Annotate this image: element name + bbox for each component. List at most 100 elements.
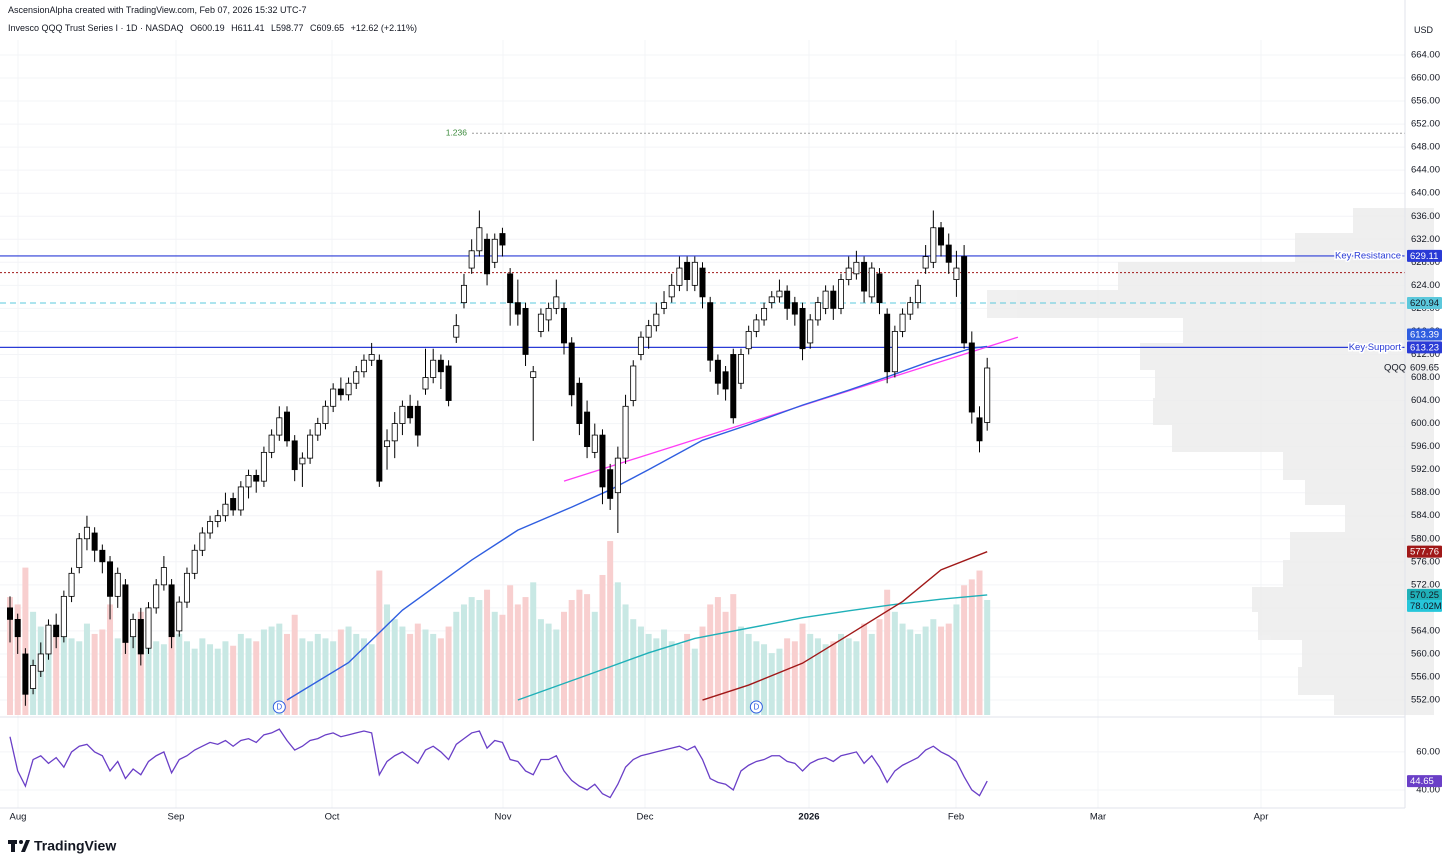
ma-axis-label: 570.25 xyxy=(1410,590,1439,601)
volume xyxy=(7,541,991,715)
volume-bar xyxy=(14,604,21,715)
volume-bar xyxy=(645,633,652,715)
level-axis-label-bg xyxy=(1407,296,1442,309)
volume-bar xyxy=(130,626,137,715)
volume-bar xyxy=(176,633,183,715)
candle-body xyxy=(976,417,983,442)
candle-body xyxy=(745,331,752,350)
rsi-tick-label: 60.00 xyxy=(1416,746,1440,757)
ma-axis-label: 577.76 xyxy=(1410,547,1439,558)
volume-bar xyxy=(676,644,683,715)
candle-body xyxy=(861,261,868,292)
volume-bar xyxy=(284,633,291,715)
ma-axis-label-bg xyxy=(1407,545,1442,558)
candle-body xyxy=(399,405,406,424)
volume-bar xyxy=(791,641,798,715)
candle-body xyxy=(637,336,644,355)
volume-bar xyxy=(707,604,714,715)
x-tick-label: Mar xyxy=(1090,812,1106,823)
candle-body xyxy=(291,440,298,471)
y-tick-label: 644.00 xyxy=(1411,165,1440,176)
candle-body xyxy=(314,423,321,436)
volume-bar xyxy=(268,626,275,715)
candle-body xyxy=(437,359,444,373)
candle-body xyxy=(414,405,421,436)
candle-body xyxy=(737,354,744,384)
moving-average xyxy=(286,345,988,701)
volume-bar xyxy=(60,626,67,715)
y-tick-label: 640.00 xyxy=(1411,188,1440,199)
candle-body xyxy=(53,624,60,638)
volume-axis-label: 78.02M xyxy=(1410,601,1442,612)
volume-bar xyxy=(337,629,344,715)
x-tick-label: 2026 xyxy=(798,812,819,823)
candle-body xyxy=(60,595,67,638)
candle-body xyxy=(830,290,837,309)
candle-body xyxy=(68,572,75,597)
y-tick-label: 632.00 xyxy=(1411,234,1440,245)
volume-bar xyxy=(507,585,514,715)
y-tick-label: 556.00 xyxy=(1411,672,1440,683)
dividend-marker xyxy=(272,700,286,714)
volume-bar xyxy=(776,648,783,715)
candle-body xyxy=(99,549,106,563)
volume-bar xyxy=(868,633,875,715)
volume-bar xyxy=(614,582,621,715)
volume-bar xyxy=(237,633,244,715)
volume-bar xyxy=(153,641,160,715)
candle-body xyxy=(591,434,598,453)
candle-body xyxy=(553,296,560,309)
candle-body xyxy=(268,434,275,453)
volume-bar xyxy=(514,604,521,715)
candle-body xyxy=(814,302,821,321)
candle-body xyxy=(191,549,198,574)
volume-bar xyxy=(607,541,614,715)
volume-bar xyxy=(907,629,914,715)
volume-bar xyxy=(460,604,467,715)
x-tick-label: Nov xyxy=(495,812,512,823)
y-tick-label: 592.00 xyxy=(1411,464,1440,475)
rsi-axis-label-bg xyxy=(1407,775,1442,788)
volume-bar xyxy=(730,594,737,715)
volume-bar xyxy=(714,597,721,715)
candle-body xyxy=(899,313,906,332)
candle-body xyxy=(907,302,914,315)
y-tick-label: 552.00 xyxy=(1411,695,1440,706)
volume-bar xyxy=(253,641,260,715)
volume-bar xyxy=(214,648,221,715)
volume-bar xyxy=(291,614,298,715)
volume-bar xyxy=(845,638,852,715)
x-tick-label: Apr xyxy=(1254,812,1269,823)
brand: TradingView xyxy=(34,838,116,854)
volume-bar xyxy=(684,633,691,715)
candle-body xyxy=(953,267,960,280)
candle-body xyxy=(307,434,314,459)
volume-bar xyxy=(276,623,283,715)
volume-bar xyxy=(837,633,844,715)
candle-body xyxy=(222,503,229,517)
y-tick-label: 600.00 xyxy=(1411,418,1440,429)
candle-body xyxy=(45,624,52,655)
volume-bar xyxy=(691,648,698,715)
candle-body xyxy=(684,261,691,280)
candle-body xyxy=(499,233,506,246)
candle-body xyxy=(145,607,152,649)
candle-body xyxy=(768,296,775,304)
volume-bar xyxy=(330,641,337,715)
volume-bar xyxy=(884,589,891,715)
volume-bar xyxy=(553,629,560,715)
candle-body xyxy=(284,411,291,442)
candle-body xyxy=(707,302,714,361)
candle-body xyxy=(822,290,829,309)
y-tick-label: 608.00 xyxy=(1411,372,1440,383)
volume-bar xyxy=(376,570,383,715)
candle-body xyxy=(761,307,768,321)
level-label: 1.236 xyxy=(446,128,468,138)
volume-bar xyxy=(191,648,198,715)
moving-average xyxy=(702,551,988,701)
candle-body xyxy=(260,451,267,482)
x-tick-label: Feb xyxy=(948,812,964,823)
volume-bar xyxy=(799,623,806,715)
candle-body xyxy=(753,319,760,332)
y-tick-label: 596.00 xyxy=(1411,441,1440,452)
